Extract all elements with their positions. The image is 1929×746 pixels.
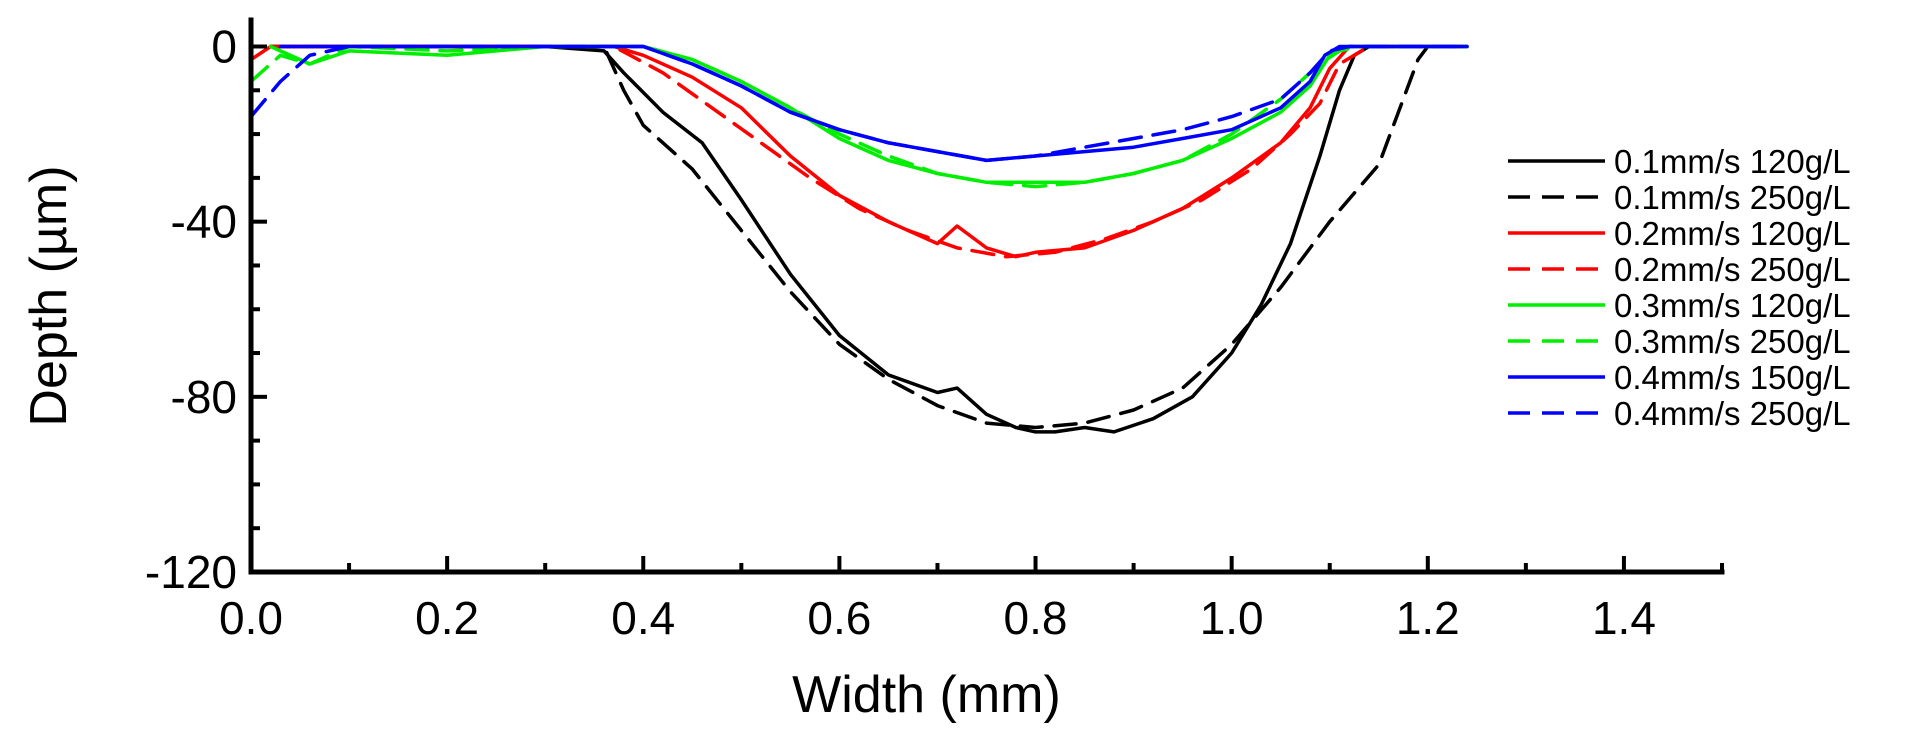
y-tick-label: -120: [145, 546, 237, 598]
y-tick-label: -40: [171, 196, 237, 248]
axis-ticks: 0.0 0.2 0.4 0.6 0.8 1.0 1.2 1.4 0 -40 -80 -120: [145, 21, 1724, 644]
x-tick-label: 0.4: [611, 592, 675, 644]
axes: [248, 17, 1725, 575]
series-line-8: [249, 44, 1469, 163]
y-tick-label: 0: [211, 21, 237, 73]
x-tick-label: 1.2: [1396, 592, 1460, 644]
x-tick-label: 0.0: [219, 592, 283, 644]
legend-label: 0.3mm/s 250g/L: [1614, 323, 1851, 360]
legend-label: 0.2mm/s 250g/L: [1614, 251, 1851, 288]
x-tick-label: 1.4: [1592, 592, 1656, 644]
series-line-6: [249, 44, 1469, 189]
y-axis-title: Depth (µm): [20, 165, 78, 426]
x-tick-label: 0.2: [415, 592, 479, 644]
legend-label: 0.1mm/s 250g/L: [1614, 179, 1851, 216]
legend-label: 0.4mm/s 150g/L: [1614, 359, 1851, 396]
legend-label: 0.2mm/s 120g/L: [1614, 215, 1851, 252]
legend-label: 0.4mm/s 250g/L: [1614, 395, 1851, 432]
series-line-4: [249, 44, 1469, 259]
plot-area: [249, 44, 1469, 434]
series-line-1: [268, 44, 1469, 434]
x-tick-label: 0.6: [807, 592, 871, 644]
series-line-5: [268, 44, 1469, 185]
legend-label: 0.3mm/s 120g/L: [1614, 287, 1851, 324]
x-tick-label: 0.8: [1004, 592, 1068, 644]
x-tick-label: 1.0: [1200, 592, 1264, 644]
legend: 0.1mm/s 120g/L0.1mm/s 250g/L0.2mm/s 120g…: [1508, 143, 1851, 432]
x-axis-title: Width (mm): [792, 666, 1061, 724]
legend-label: 0.1mm/s 120g/L: [1614, 143, 1851, 180]
y-tick-label: -80: [171, 371, 237, 423]
series-line-2: [268, 44, 1469, 430]
